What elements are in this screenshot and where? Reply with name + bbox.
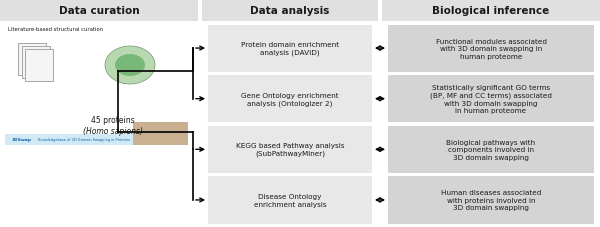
Text: Knowledgebase of 3D Domain Swapping in Proteins: Knowledgebase of 3D Domain Swapping in P… — [38, 138, 130, 142]
Text: (Homo sapiens): (Homo sapiens) — [83, 126, 143, 135]
Text: Biological inference: Biological inference — [433, 6, 550, 16]
Bar — [208, 76, 372, 123]
Text: Human diseases associated
with proteins involved in
3D domain swapping: Human diseases associated with proteins … — [441, 190, 541, 210]
FancyBboxPatch shape — [22, 47, 49, 79]
Bar — [133, 122, 188, 146]
FancyBboxPatch shape — [25, 50, 53, 82]
Bar — [208, 25, 372, 72]
Text: Data analysis: Data analysis — [250, 6, 329, 16]
Bar — [388, 126, 594, 173]
Text: Protein domain enrichment
analysis (DAVID): Protein domain enrichment analysis (DAVI… — [241, 42, 339, 56]
Bar — [382, 0, 600, 22]
Ellipse shape — [115, 55, 145, 77]
Bar — [208, 177, 372, 224]
Bar — [208, 126, 372, 173]
Text: Functional modules associated
with 3D domain swapping in
human proteome: Functional modules associated with 3D do… — [436, 38, 547, 59]
Bar — [388, 76, 594, 123]
Text: Disease Ontology
enrichment analysis: Disease Ontology enrichment analysis — [254, 193, 326, 207]
Text: 45 proteins: 45 proteins — [91, 115, 135, 124]
Text: 3DSwap: 3DSwap — [12, 138, 32, 142]
Bar — [202, 0, 378, 22]
Bar — [388, 177, 594, 224]
FancyBboxPatch shape — [18, 44, 46, 76]
Text: Gene Ontology enrichment
analysis (Ontologizer 2): Gene Ontology enrichment analysis (Ontol… — [241, 92, 339, 106]
Text: Biological pathways with
components involved in
3D domain swapping: Biological pathways with components invo… — [446, 139, 536, 160]
Bar — [388, 25, 594, 72]
Bar — [0, 0, 198, 22]
Text: KEGG based Pathway analysis
(SubPathwayMiner): KEGG based Pathway analysis (SubPathwayM… — [236, 143, 344, 157]
Text: Data curation: Data curation — [59, 6, 139, 16]
Text: Literature-based structural curation: Literature-based structural curation — [8, 27, 103, 32]
Text: Statistically significant GO terms
(BP, MF and CC terms) associated
with 3D doma: Statistically significant GO terms (BP, … — [430, 85, 552, 114]
Ellipse shape — [105, 47, 155, 85]
Bar — [5, 134, 135, 146]
